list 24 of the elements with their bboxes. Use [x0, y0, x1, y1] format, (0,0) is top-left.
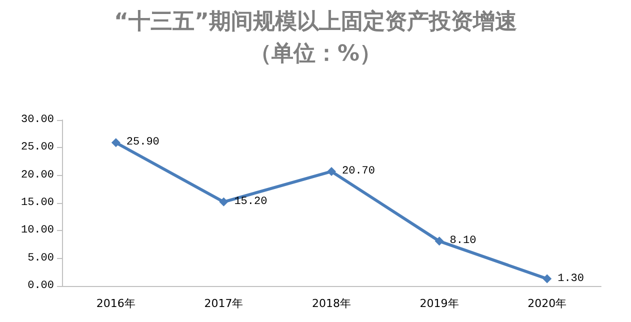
y-tick-label: 15.00	[20, 197, 54, 209]
x-tick-label: 2020年	[528, 297, 567, 310]
x-tick-label: 2017年	[204, 297, 244, 310]
data-label: 8.10	[450, 235, 476, 248]
chart-title: “十三五”期间规模以上固定资产投资增速	[114, 8, 517, 34]
data-label: 25.90	[126, 136, 160, 149]
x-tick-label: 2018年	[312, 297, 351, 310]
y-tick-label: 25.00	[20, 142, 54, 154]
data-label: 15.20	[234, 196, 268, 208]
point	[542, 274, 552, 284]
y-tick-label: 30.00	[20, 114, 54, 126]
data-label: 1.30	[558, 272, 584, 285]
point	[111, 138, 120, 148]
y-tick-label: 5.00	[28, 252, 54, 264]
chart-subtitle: （单位：%）	[249, 42, 382, 66]
point	[434, 236, 444, 246]
y-tick-label: 10.00	[20, 224, 54, 237]
data-label: 20.70	[342, 165, 376, 178]
y-tick-label: 0.00	[28, 280, 54, 292]
y-tick-label: 20.00	[20, 169, 54, 182]
x-tick-label: 2019年	[420, 297, 459, 310]
x-tick-label: 2016年	[96, 297, 136, 310]
point	[327, 166, 336, 176]
point	[219, 197, 228, 206]
